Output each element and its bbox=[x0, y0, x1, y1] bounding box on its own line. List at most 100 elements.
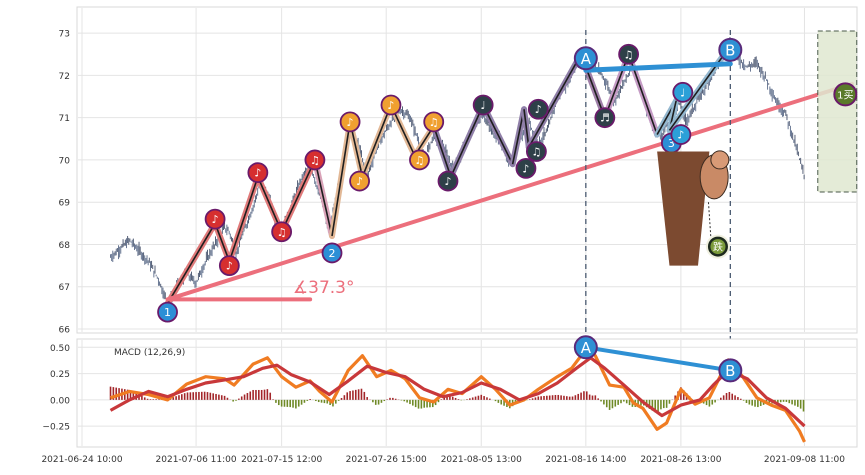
x-tick: 2021-08-16 14:00 bbox=[545, 455, 626, 465]
x-tick-labels: 2021-06-24 10:00 2021-07-06 11:00 2021-07-… bbox=[41, 455, 845, 465]
note-marker-label: ♫ bbox=[277, 226, 287, 239]
marker-group: 1♪♪♪♫♫2♪♪♪♫♫♪♩♪♫♪♫♬3♪♩ bbox=[157, 43, 694, 323]
note-marker-circle bbox=[672, 81, 694, 103]
macd-divergence-line bbox=[585, 345, 731, 373]
note-marker-label: ♫ bbox=[624, 48, 634, 61]
divergence-label-a: A bbox=[581, 50, 592, 68]
macd-marker-group: AB bbox=[573, 335, 743, 383]
note-marker-label: 1 bbox=[164, 306, 171, 319]
x-tick: 2021-07-06 11:00 bbox=[156, 455, 237, 465]
down-icon-inner bbox=[710, 239, 726, 255]
zigzag-core bbox=[523, 109, 530, 148]
price-y-tick: 67 bbox=[59, 283, 70, 293]
note-marker-label: ♫ bbox=[310, 154, 320, 167]
zigzag-segments bbox=[164, 42, 734, 307]
note-marker-circle bbox=[618, 43, 640, 65]
note-marker-circle bbox=[670, 124, 692, 145]
note-marker-circle bbox=[321, 242, 343, 264]
dog-head-icon bbox=[710, 150, 730, 170]
note-marker-label: ♩ bbox=[481, 99, 486, 112]
macd-y-tick: 0.50 bbox=[50, 344, 70, 354]
zigzag-core bbox=[511, 109, 525, 165]
note-marker-circle bbox=[594, 107, 616, 129]
note-marker-circle bbox=[157, 301, 178, 323]
zigzag-core bbox=[331, 121, 351, 237]
brown-block bbox=[657, 151, 710, 266]
note-marker-label: ♪ bbox=[212, 213, 219, 226]
price-y-tick: 70 bbox=[59, 156, 71, 166]
macd-line-dea bbox=[109, 356, 806, 428]
note-marker-circle bbox=[380, 94, 402, 116]
divergence-label-b-circle bbox=[718, 37, 743, 62]
note-marker-label: ♩ bbox=[680, 86, 685, 99]
price-y-tick-labels: 66 67 68 69 70 71 72 73 bbox=[59, 30, 71, 336]
note-marker-circle bbox=[437, 170, 459, 192]
macd-marker-circle bbox=[573, 335, 598, 360]
x-tick: 2021-07-26 15:00 bbox=[346, 455, 427, 465]
decoration-group: 1买跌 bbox=[657, 30, 858, 266]
leash-line bbox=[707, 202, 712, 245]
note-marker-label: ♪ bbox=[522, 162, 529, 175]
note-marker-circle bbox=[339, 111, 361, 133]
note-marker-circle bbox=[204, 208, 226, 230]
down-icon-label: 跌 bbox=[713, 241, 723, 254]
note-marker-circle bbox=[349, 170, 370, 192]
price-y-tick: 71 bbox=[59, 114, 70, 124]
note-marker-circle bbox=[527, 98, 549, 120]
x-tick: 2021-09-08 11:00 bbox=[764, 455, 845, 465]
macd-marker-a: A bbox=[581, 339, 592, 357]
note-marker-label: ♪ bbox=[347, 116, 354, 129]
price-y-tick: 73 bbox=[59, 30, 70, 40]
note-marker-circle bbox=[271, 221, 293, 243]
macd-panel: −0.250.000.250.50 MACD (12,26,9) AB bbox=[42, 335, 858, 448]
macd-marker-circle bbox=[718, 358, 743, 383]
note-marker-label: ♫ bbox=[429, 116, 439, 129]
note-marker-label: ♫ bbox=[415, 154, 425, 167]
divergence-label-b: B bbox=[725, 41, 735, 59]
price-y-tick: 66 bbox=[59, 326, 71, 336]
note-marker-circle bbox=[218, 255, 240, 277]
angle-label: ∡37.3° bbox=[293, 278, 355, 298]
zigzag-core bbox=[450, 104, 484, 178]
divergence-label-a-circle bbox=[573, 46, 598, 71]
zigzag-core bbox=[482, 104, 514, 165]
note-marker-label: 3 bbox=[668, 137, 675, 150]
zigzag-core bbox=[280, 159, 316, 233]
macd-title: MACD (12,26,9) bbox=[114, 348, 185, 358]
zigzag-core bbox=[668, 45, 731, 131]
note-marker-circle bbox=[423, 111, 445, 133]
macd-y-tick-labels: −0.25 0.00 0.25 0.50 bbox=[42, 344, 70, 433]
zigzag-core bbox=[314, 159, 333, 237]
zigzag-core bbox=[214, 223, 231, 262]
note-marker-label: ♪ bbox=[387, 99, 394, 112]
x-tick: 2021-08-26 13:00 bbox=[640, 455, 721, 465]
zigzag-core bbox=[432, 125, 452, 178]
price-y-tick: 69 bbox=[59, 199, 71, 209]
note-marker-label: ♬ bbox=[600, 112, 610, 125]
note-marker-circle bbox=[472, 94, 494, 116]
buy-marker-circle bbox=[833, 82, 858, 107]
note-marker-circle bbox=[515, 157, 537, 179]
macd-y-tick: 0.00 bbox=[50, 396, 70, 406]
x-tick: 2021-07-15 12:00 bbox=[241, 455, 322, 465]
note-marker-label: ♪ bbox=[226, 260, 233, 273]
macd-marker-b: B bbox=[725, 362, 735, 380]
note-marker-circle bbox=[409, 149, 430, 171]
note-marker-label: ♪ bbox=[535, 103, 542, 116]
note-marker-label: ♫ bbox=[531, 145, 541, 158]
note-marker-label: ♪ bbox=[254, 167, 261, 180]
zigzag-core bbox=[361, 104, 392, 178]
macd-y-tick: 0.25 bbox=[50, 370, 70, 380]
trendline bbox=[165, 81, 854, 302]
price-y-tick: 68 bbox=[59, 241, 71, 251]
note-marker-label: ♪ bbox=[677, 129, 684, 142]
note-marker-circle bbox=[525, 141, 547, 162]
price-y-tick: 72 bbox=[59, 72, 70, 82]
buy-marker-label: 1买 bbox=[837, 89, 853, 101]
highlight-box bbox=[817, 30, 858, 193]
zigzag-core bbox=[604, 53, 630, 118]
macd-line-dif bbox=[109, 347, 806, 443]
